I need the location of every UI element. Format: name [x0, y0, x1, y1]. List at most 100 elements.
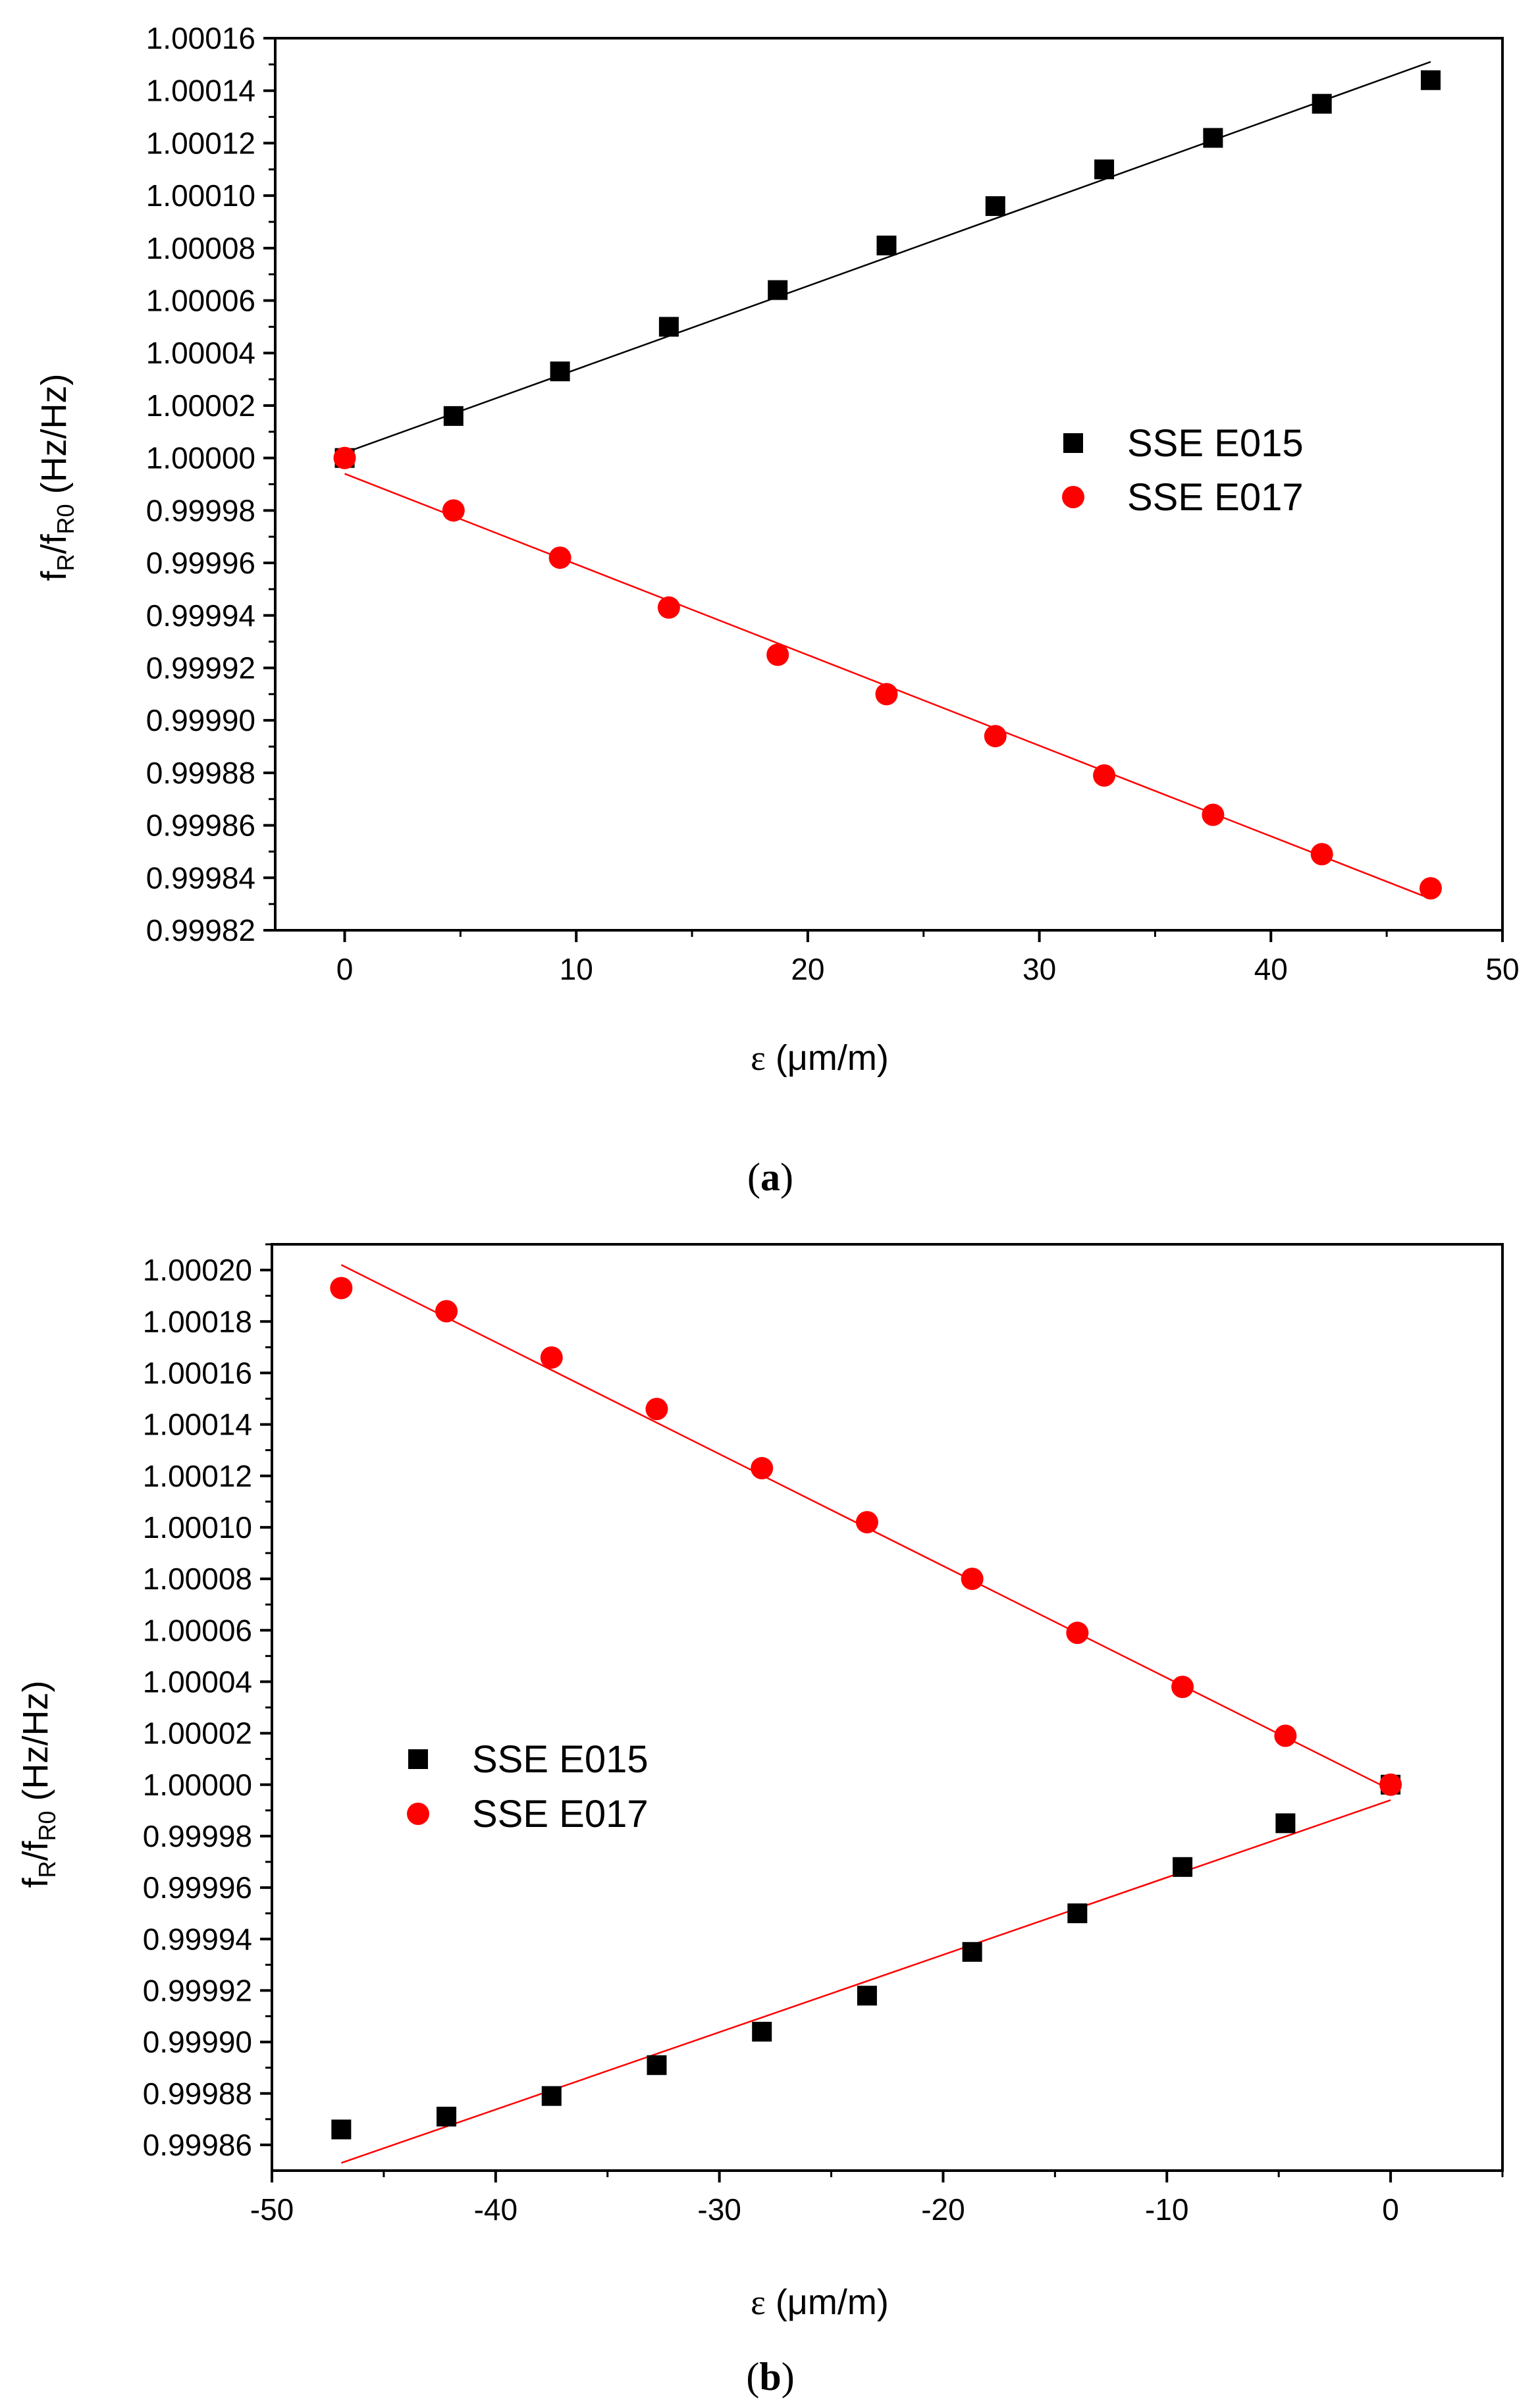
- panel-b-point-sse-e017: [1274, 1724, 1297, 1747]
- panel-a-y-tick-label: 1.00010: [146, 178, 255, 213]
- panel-b-legend-marker-2: [407, 1803, 429, 1825]
- panel-a-x-tick-label: 30: [1022, 952, 1056, 986]
- panel-b-y-tick-label: 1.00014: [143, 1408, 252, 1442]
- panel-a-legend-label-2: SSE E017: [1127, 476, 1304, 519]
- panel-b-y-tick-label: 1.00018: [143, 1304, 252, 1338]
- panel-b-point-sse-e017: [1066, 1622, 1089, 1645]
- panel-b-y-tick-label: 1.00008: [143, 1562, 252, 1596]
- panel-a-y-tick-label: 0.99994: [146, 598, 255, 633]
- panel-a-point-sse-e017: [1202, 803, 1225, 826]
- panel-a-legend-marker-1: [1063, 433, 1083, 453]
- panel-b-point-sse-e015: [962, 1942, 982, 1962]
- panel-b: fR/fR0 (Hz/Hz) ε (μm/m) (b) -50 -40 -30 -20…: [16, 1243, 1504, 2398]
- panel-a-point-sse-e015: [550, 361, 570, 382]
- panel-b-y-tick-label: 1.00012: [143, 1459, 252, 1493]
- panel-b-x-axis-label: ε (μm/m): [751, 2283, 889, 2322]
- panel-a-y-tick-label: 1.00012: [146, 126, 255, 160]
- panel-a-y-tick-label: 0.99984: [146, 860, 255, 895]
- panel-b-point-sse-e017: [435, 1300, 458, 1323]
- panel-b-y-tick-label: 1.00004: [143, 1664, 252, 1699]
- panel-a-point-sse-e017: [1419, 877, 1442, 900]
- panel-b-y-tick-label: 0.99990: [143, 2025, 252, 2059]
- panel-a-point-sse-e015: [876, 235, 897, 255]
- panel-a-y-tick-label: 1.00008: [146, 231, 255, 265]
- panel-a-y-tick-label: 1.00000: [146, 441, 255, 475]
- panel-b-y-tick-label: 0.99986: [143, 2128, 252, 2162]
- panel-a-y-tick-label: 0.99992: [146, 650, 255, 685]
- panel-b-point-sse-e017: [1379, 1773, 1402, 1796]
- panel-b-point-sse-e017: [855, 1511, 878, 1534]
- panel-a-point-sse-e017: [766, 643, 789, 666]
- panel-b-point-sse-e017: [540, 1346, 563, 1369]
- panel-a-point-sse-e017: [333, 446, 356, 469]
- panel-a-point-sse-e015: [658, 317, 679, 337]
- panel-a-point-sse-e015: [1203, 128, 1223, 148]
- panel-a-x-tick-label: 20: [791, 952, 824, 986]
- panel-b-fit-line-1: [340, 1799, 1391, 2164]
- panel-a-point-sse-e015: [1420, 70, 1441, 90]
- panel-b-y-tick-label: 0.99998: [143, 1819, 252, 1853]
- panel-a-legend-label-1: SSE E015: [1127, 422, 1304, 465]
- panel-a-x-tick-label: 10: [560, 952, 593, 986]
- panel-b-x-tick-label: -40: [474, 2192, 518, 2227]
- panel-b-y-tick-label: 1.00006: [143, 1613, 252, 1647]
- panel-b-point-sse-e015: [541, 2086, 562, 2106]
- panel-b-point-sse-e015: [1067, 1903, 1088, 1924]
- panel-a-y-tick-label: 0.99996: [146, 546, 255, 580]
- panel-b-point-sse-e015: [331, 2119, 352, 2140]
- panel-b-point-sse-e017: [1171, 1676, 1194, 1699]
- panel-b-legend-marker-1: [408, 1749, 428, 1769]
- panel-a-plot-frame: [274, 37, 1504, 932]
- panel-b-x-tick-label: -10: [1145, 2192, 1188, 2227]
- panel-a-y-tick-label: 1.00006: [146, 284, 255, 318]
- panel-b-y-tick-label: 0.99996: [143, 1870, 252, 1905]
- panel-a-point-sse-e017: [875, 683, 898, 706]
- panel-a-x-tick-label: 50: [1485, 952, 1519, 986]
- panel-a-y-tick-label: 0.99988: [146, 756, 255, 790]
- panel-a-point-sse-e015: [985, 196, 1005, 217]
- panel-b-point-sse-e015: [1275, 1813, 1296, 1834]
- panel-a-x-axis-label: ε (μm/m): [751, 1038, 889, 1078]
- panel-b-y-tick-label: 1.00016: [143, 1356, 252, 1390]
- panel-a-y-tick-label: 0.99998: [146, 493, 255, 527]
- panel-b-point-sse-e015: [647, 2055, 667, 2075]
- panel-a-y-tick-label: 1.00014: [146, 74, 255, 108]
- panel-b-point-sse-e017: [961, 1568, 984, 1591]
- panel-b-y-tick-label: 0.99994: [143, 1922, 252, 1956]
- panel-a-y-tick-label: 1.00004: [146, 336, 255, 370]
- panel-b-point-sse-e017: [645, 1398, 668, 1421]
- panel-b-x-tick-label: -20: [921, 2192, 965, 2227]
- panel-b-x-tick-label: -30: [697, 2192, 741, 2227]
- panel-a-x-tick-label: 40: [1254, 952, 1288, 986]
- panel-b-y-tick-label: 0.99988: [143, 2076, 252, 2111]
- panel-a-point-sse-e017: [548, 546, 571, 569]
- panel-b-caption: (b): [746, 2355, 794, 2398]
- panel-b-y-tick-label: 1.00010: [143, 1510, 252, 1545]
- panel-a-point-sse-e017: [984, 725, 1007, 748]
- panel-a: fR/fR0 (Hz/Hz) ε (μm/m) (a) 0 10 20 30 40 50 0…: [34, 21, 1520, 1199]
- panel-b-legend-label-2: SSE E017: [472, 1793, 649, 1836]
- panel-a-y-axis-label: fR/fR0 (Hz/Hz): [34, 373, 79, 581]
- panel-a-legend-marker-2: [1062, 486, 1084, 508]
- panel-a-point-sse-e017: [442, 499, 465, 522]
- panel-a-point-sse-e015: [1312, 93, 1332, 114]
- panel-b-x-tick-label: 0: [1382, 2192, 1399, 2227]
- panel-b-plot-frame: [271, 1243, 1504, 2172]
- panel-a-point-sse-e017: [657, 596, 680, 619]
- panel-b-point-sse-e017: [751, 1457, 774, 1480]
- panel-a-y-tick-label: 0.99990: [146, 703, 255, 737]
- panel-b-point-sse-e017: [330, 1277, 353, 1300]
- panel-a-y-tick-label: 1.00016: [146, 21, 255, 55]
- panel-b-y-tick-label: 0.99992: [143, 1973, 252, 2007]
- panel-b-legend-label-1: SSE E015: [472, 1738, 649, 1781]
- panel-b-point-sse-e015: [1173, 1857, 1193, 1877]
- panel-b-point-sse-e015: [857, 1986, 877, 2006]
- panel-a-point-sse-e015: [768, 280, 788, 300]
- panel-a-caption: (a): [747, 1155, 793, 1199]
- panel-b-y-tick-label: 1.00002: [143, 1716, 252, 1751]
- panel-b-y-tick-label: 1.00020: [143, 1253, 252, 1287]
- panel-a-x-tick-label: 0: [336, 952, 354, 986]
- panel-b-point-sse-e015: [752, 2021, 772, 2042]
- panel-a-y-tick-label: 0.99986: [146, 808, 255, 843]
